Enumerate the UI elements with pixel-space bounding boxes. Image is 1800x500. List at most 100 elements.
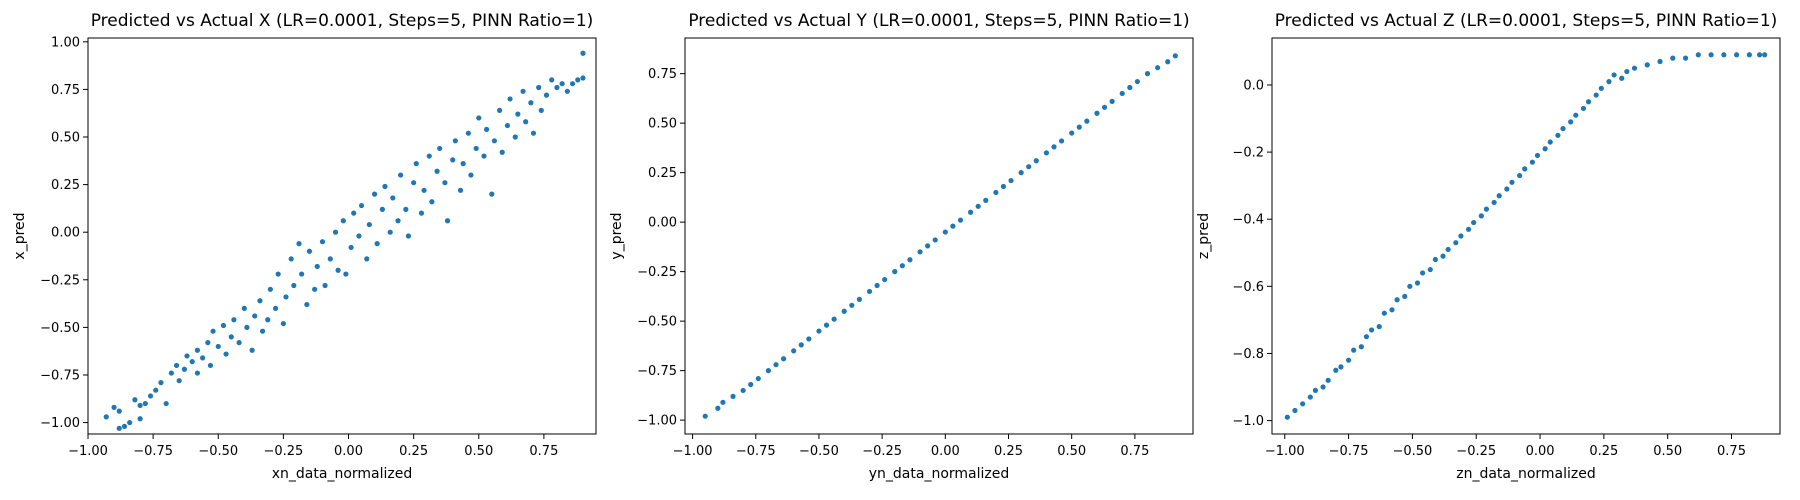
data-point — [967, 209, 974, 215]
data-point — [1345, 357, 1352, 363]
data-point — [993, 189, 999, 196]
x-tick-label: −0.50 — [198, 444, 238, 459]
scatter-points — [702, 53, 1178, 419]
data-point — [111, 404, 117, 410]
data-point — [444, 218, 451, 224]
data-point — [403, 206, 409, 212]
data-point — [1389, 307, 1395, 313]
data-point — [1155, 65, 1161, 71]
data-point — [426, 153, 432, 159]
data-point — [223, 351, 229, 357]
data-point — [1509, 179, 1515, 185]
data-point — [932, 237, 938, 243]
data-point — [121, 423, 128, 429]
data-point — [296, 241, 302, 247]
y-tick-label: −0.25 — [40, 273, 80, 288]
data-point — [1076, 124, 1082, 130]
data-point — [332, 229, 339, 235]
x-tick-label: 0.25 — [1589, 444, 1618, 459]
data-point — [1101, 104, 1108, 110]
data-point — [1312, 387, 1318, 393]
data-point — [194, 370, 201, 376]
data-point — [549, 77, 555, 83]
data-point — [1483, 206, 1490, 212]
data-point — [1445, 246, 1451, 253]
data-point — [210, 328, 216, 334]
x-tick-label: −0.75 — [1329, 444, 1369, 459]
data-point — [1358, 344, 1364, 350]
y-tick-label: 0.50 — [648, 117, 677, 132]
data-point — [288, 256, 294, 262]
data-point — [489, 191, 495, 197]
data-point — [1363, 334, 1370, 340]
x-tick-label: −1.00 — [68, 444, 108, 459]
data-point — [236, 340, 242, 346]
chart-panel-y: −1.00 −0.75 −0.50 −0.25 0.00 0.25 0.50 0.75 −1.0… — [609, 11, 1194, 482]
data-point — [1325, 377, 1331, 383]
data-point — [382, 183, 388, 190]
x-tick-label: 0.50 — [1653, 444, 1682, 459]
data-point — [335, 267, 341, 273]
data-point — [559, 81, 565, 87]
data-point — [1109, 98, 1115, 104]
data-point — [356, 233, 362, 239]
y-tick-label: 0.0 — [1243, 78, 1264, 93]
data-point — [468, 172, 474, 178]
data-point — [158, 380, 164, 386]
data-point — [265, 317, 271, 323]
data-point — [418, 210, 425, 216]
data-point — [215, 343, 221, 350]
data-point — [950, 223, 956, 229]
x-axis-label: xn_data_normalized — [272, 466, 413, 482]
data-point — [275, 271, 281, 277]
data-point — [1568, 119, 1574, 125]
data-point — [413, 161, 419, 167]
data-point — [283, 294, 289, 300]
data-point — [103, 414, 109, 420]
y-tick-label: −1.00 — [637, 414, 677, 429]
y-tick-label: 0.25 — [51, 178, 80, 193]
data-point — [528, 100, 534, 106]
x-tick-label: −0.75 — [736, 444, 776, 459]
data-point — [523, 119, 529, 125]
data-point — [249, 347, 255, 353]
data-point — [1127, 84, 1133, 91]
data-point — [476, 115, 482, 121]
data-point — [504, 122, 511, 129]
data-point — [163, 400, 169, 407]
data-point — [520, 88, 526, 94]
data-point — [1598, 85, 1604, 91]
y-tick-label: −0.8 — [1232, 347, 1264, 362]
data-point — [434, 168, 440, 174]
data-point — [740, 387, 746, 394]
data-point — [241, 305, 247, 311]
data-point — [259, 328, 266, 334]
data-point — [907, 257, 913, 263]
data-point — [1051, 144, 1057, 150]
data-point — [975, 203, 981, 209]
data-point — [983, 197, 989, 203]
data-point — [1682, 55, 1689, 61]
y-axis-label: x_pred — [12, 212, 28, 259]
data-point — [791, 348, 797, 354]
data-point — [358, 202, 365, 209]
data-point — [856, 296, 862, 302]
data-point — [1058, 138, 1065, 144]
data-point — [1284, 414, 1290, 420]
data-point — [806, 336, 812, 342]
data-point — [1458, 233, 1464, 239]
x-tick-label: 0.00 — [334, 444, 363, 459]
data-point — [1368, 327, 1375, 333]
data-point — [437, 145, 443, 152]
y-tick-label: −0.6 — [1232, 280, 1264, 295]
data-point — [1427, 266, 1433, 273]
data-point — [1414, 280, 1421, 286]
data-point — [1670, 55, 1676, 61]
data-point — [515, 111, 521, 117]
data-point — [892, 269, 898, 275]
data-point — [1573, 112, 1579, 118]
data-point — [1619, 75, 1625, 81]
data-point — [481, 153, 487, 159]
data-point — [1734, 52, 1740, 58]
